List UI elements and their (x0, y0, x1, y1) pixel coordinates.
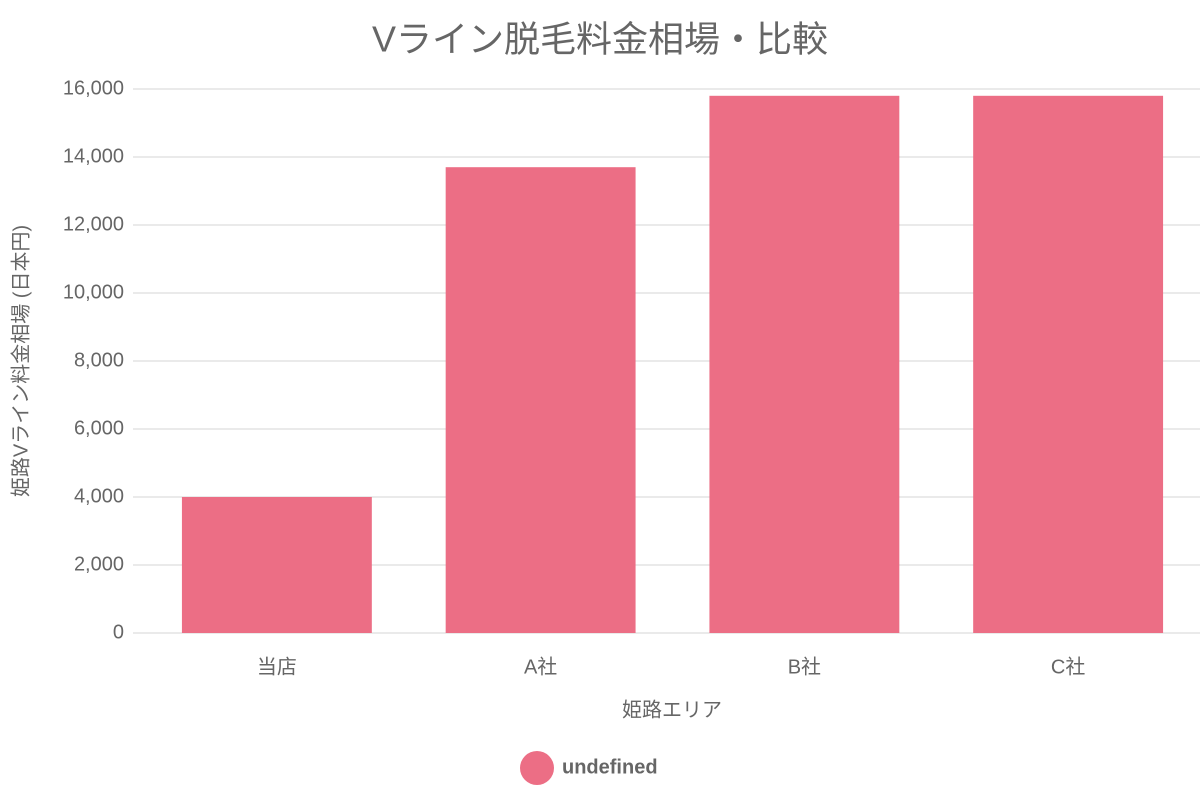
y-tick-label: 8,000 (74, 349, 124, 371)
y-tick-label: 0 (113, 621, 124, 643)
bar (181, 497, 372, 633)
bar (445, 167, 636, 633)
bar (973, 95, 1164, 634)
legend-label: undefined (562, 756, 658, 778)
y-tick-label: 4,000 (74, 485, 124, 507)
legend-marker (520, 751, 554, 785)
x-tick-label: A社 (524, 655, 557, 678)
y-tick-label: 6,000 (74, 417, 124, 439)
x-tick-label: C社 (1051, 655, 1085, 678)
y-tick-label: 2,000 (74, 553, 124, 575)
y-tick-label: 14,000 (63, 145, 124, 167)
y-tick-label: 10,000 (63, 281, 124, 303)
bar (709, 95, 900, 634)
y-tick-label: 16,000 (63, 77, 124, 99)
y-tick-label: 12,000 (63, 213, 124, 235)
x-tick-label: B社 (788, 655, 821, 678)
y-axis-label: 姫路Vライン料金相場 (日本円) (9, 225, 32, 497)
chart-title: Vライン脱毛料金相場・比較 (372, 19, 828, 60)
x-tick-label: 当店 (257, 655, 297, 678)
x-axis-label: 姫路エリア (622, 698, 722, 721)
